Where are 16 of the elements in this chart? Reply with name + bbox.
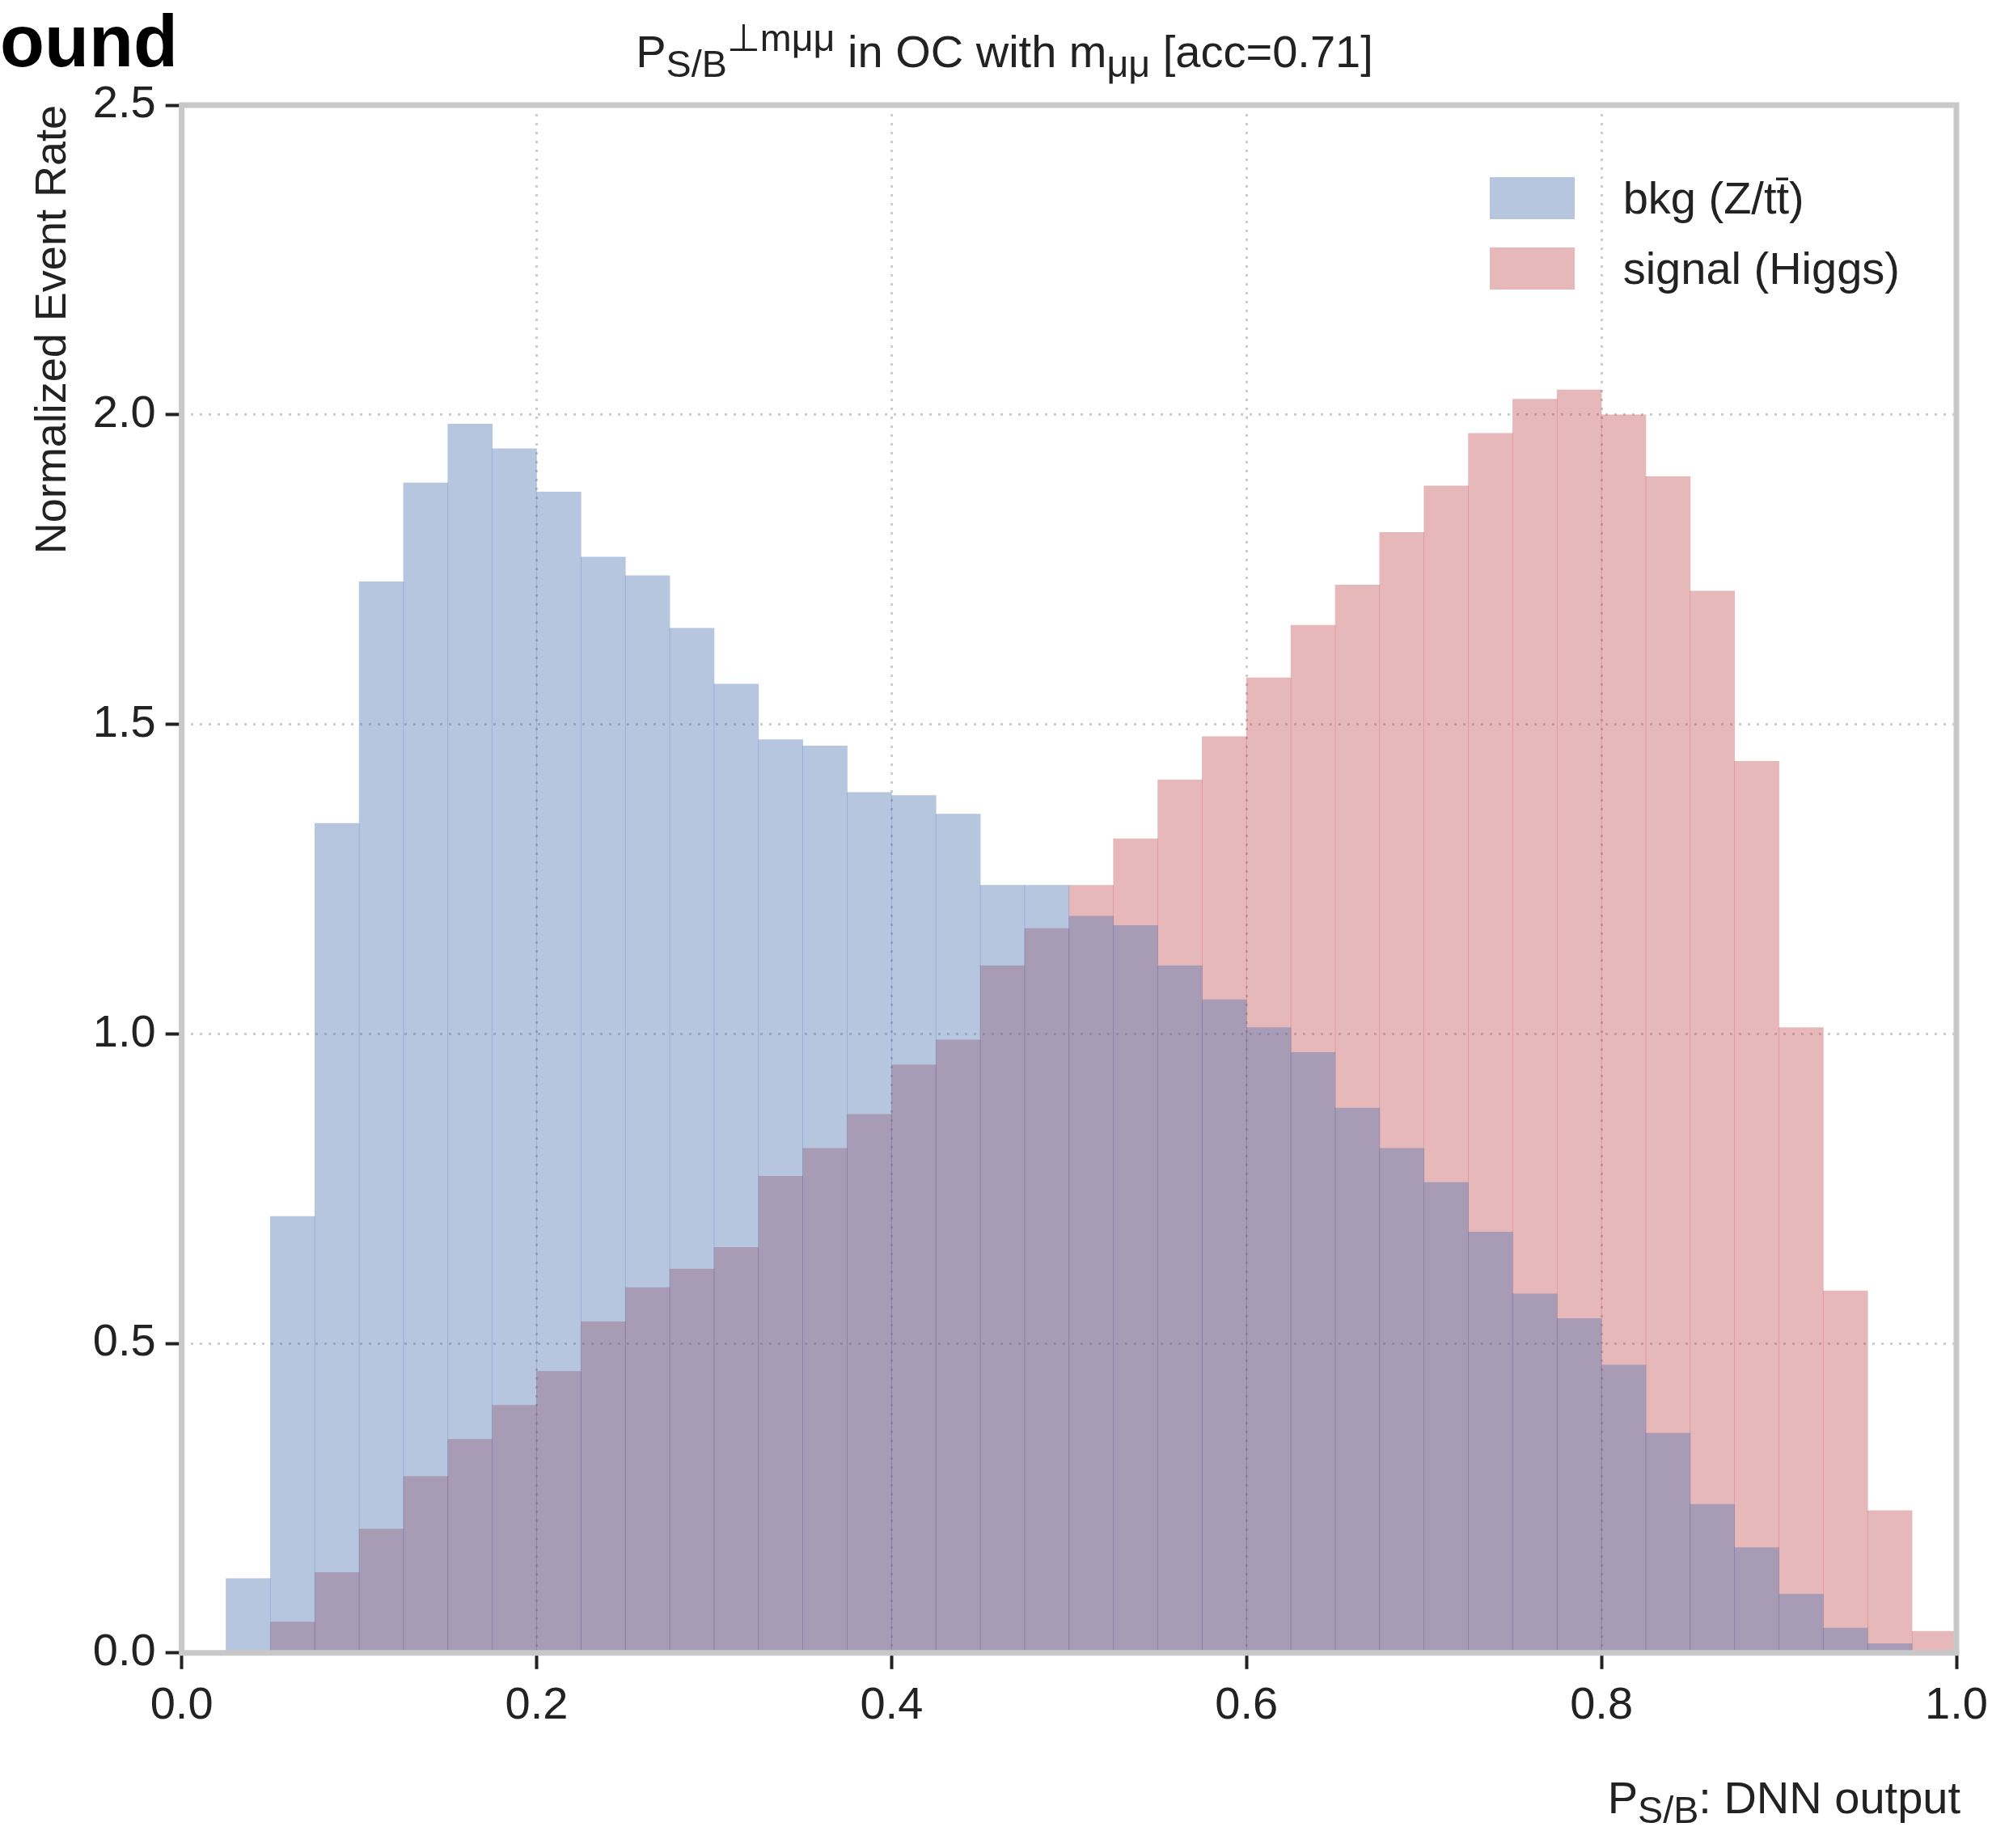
y-tick-label: 0.5 (92, 1314, 156, 1366)
x-tick-label: 0.2 (505, 1677, 569, 1728)
x-tick-label: 1.0 (1925, 1677, 1988, 1728)
x-tick-label: 0.6 (1215, 1677, 1279, 1728)
y-tick-label: 0.0 (92, 1624, 156, 1676)
legend-label: signal (Higgs) (1622, 242, 1900, 294)
legend-label: bkg (Z/tt̄) (1622, 171, 1804, 224)
x-tick-label: 0.0 (150, 1677, 214, 1728)
x-tick-label: 0.8 (1570, 1677, 1634, 1728)
x-tick-label: 0.4 (860, 1677, 924, 1728)
y-axis-title: Normalized Event Rate (26, 105, 75, 555)
chart-title: P$_{S/B}$$^{⊥mμμ}$ in OC with m$_{μμ}$ [acc=0.71] (636, 17, 1373, 85)
y-tick-label: 1.0 (92, 1004, 156, 1056)
x-axis-title: P$_{S/B}$: DNN output (1607, 1770, 1960, 1832)
y-tick-label: 1.5 (92, 695, 156, 746)
y-tick-label: 2.0 (92, 386, 156, 438)
